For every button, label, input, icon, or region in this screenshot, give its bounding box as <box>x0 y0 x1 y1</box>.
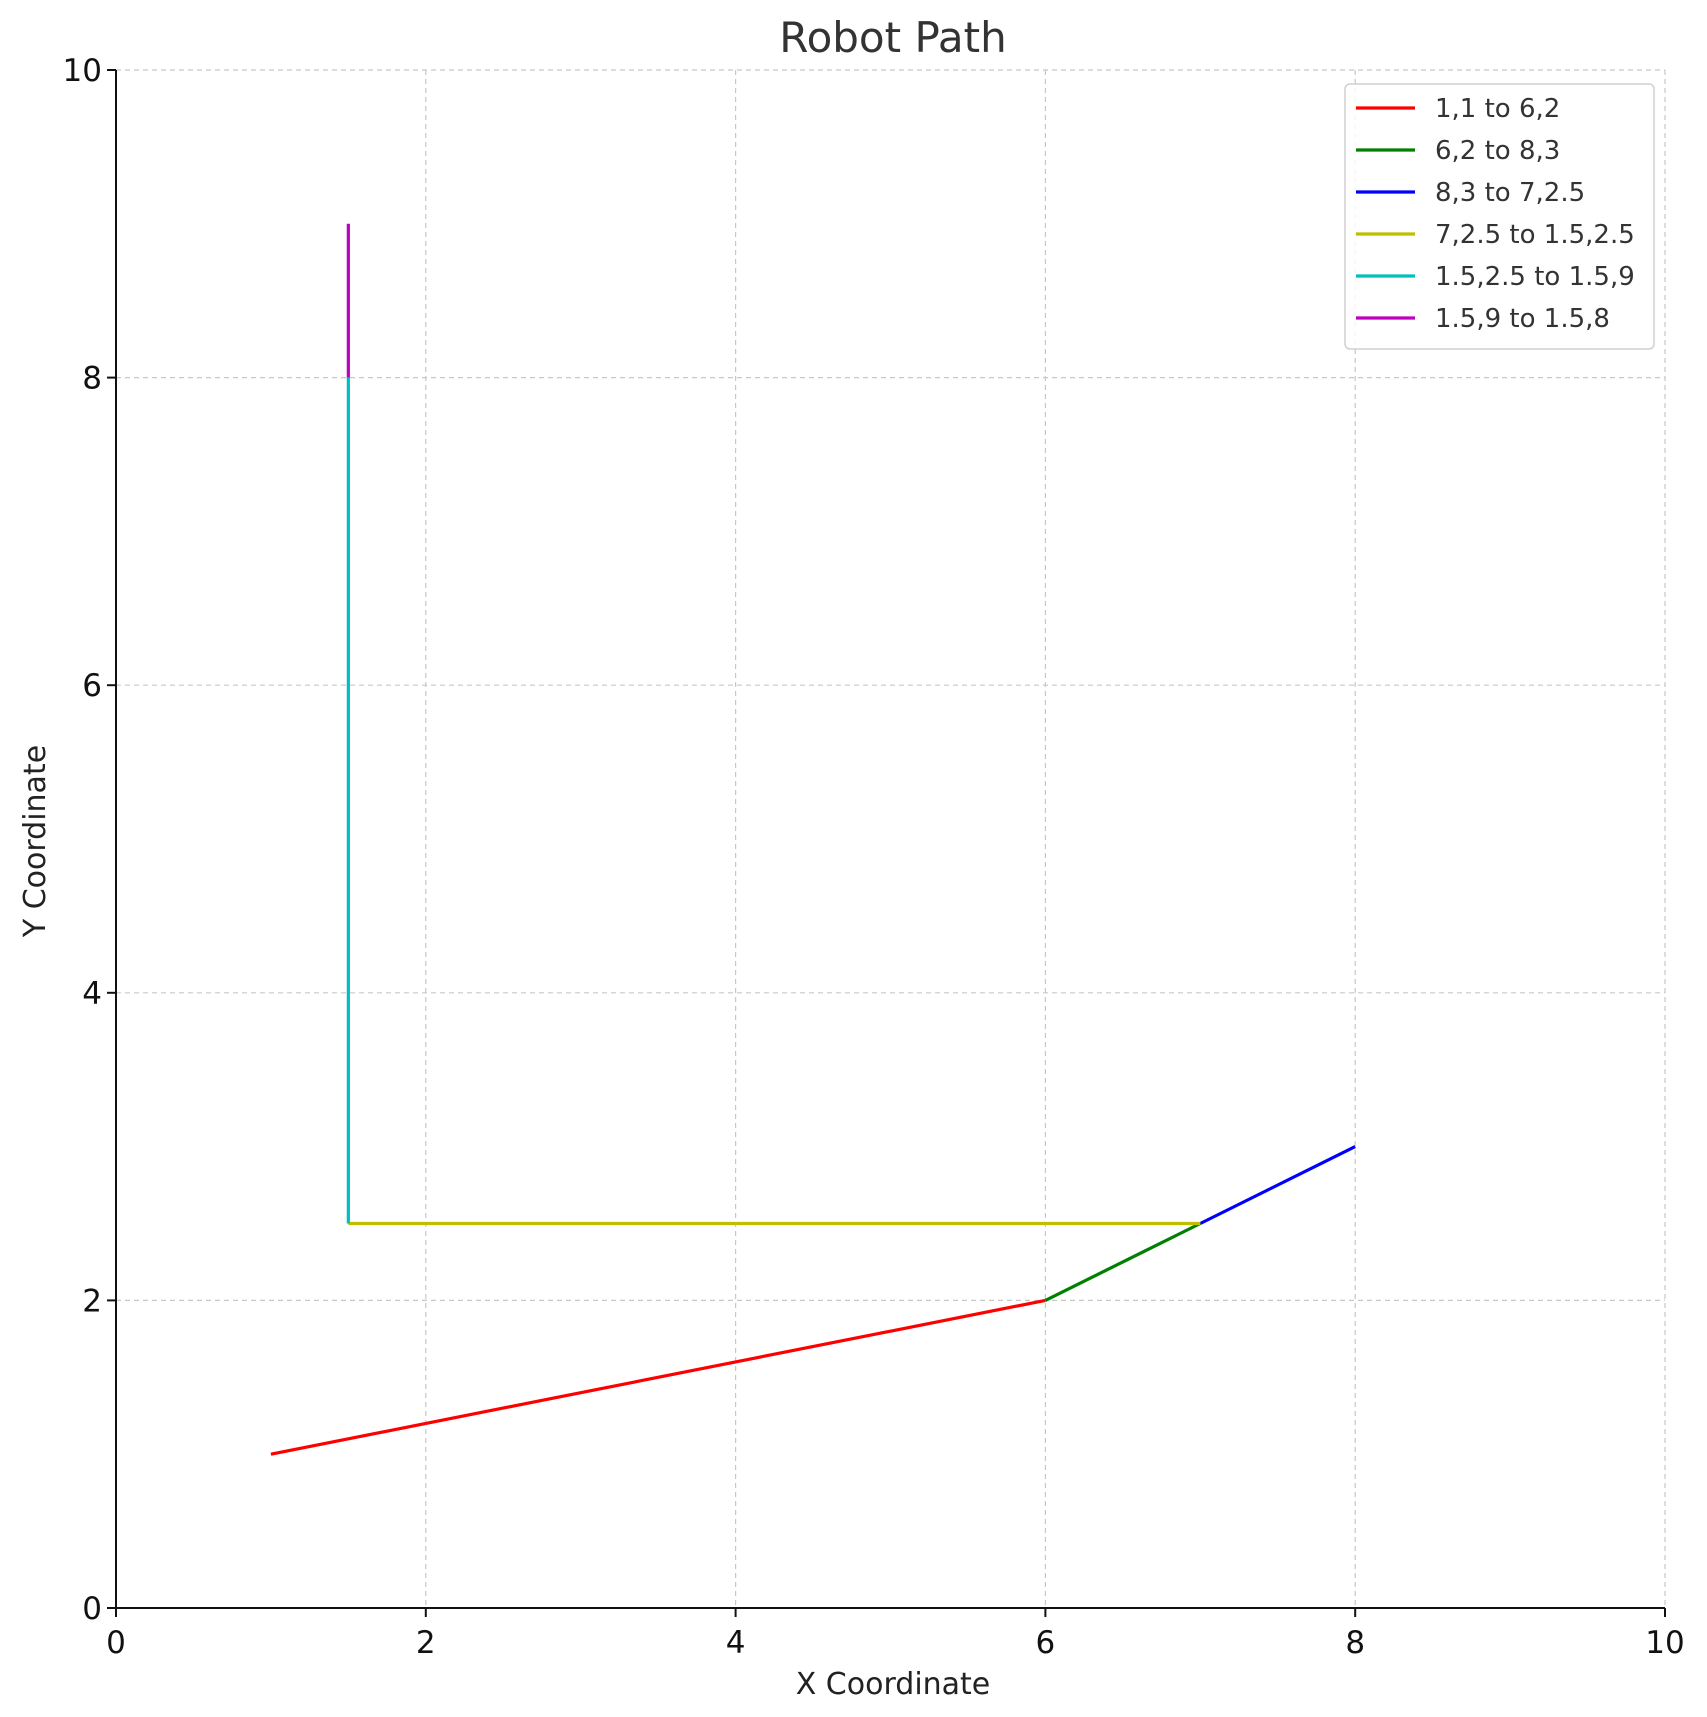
series-line <box>270 1298 1046 1456</box>
x-tick-label: 0 <box>106 1625 126 1661</box>
x-tick-label: 8 <box>1345 1625 1365 1661</box>
axes <box>107 69 1666 1617</box>
legend-label: 1.5,9 to 1.5,8 <box>1435 304 1610 334</box>
legend-label: 8,3 to 7,2.5 <box>1435 178 1585 208</box>
y-tick-label: 2 <box>82 1283 102 1319</box>
x-axis-label: X Coordinate <box>796 1667 991 1702</box>
legend-label: 7,2.5 to 1.5,2.5 <box>1435 220 1635 250</box>
y-axis-label: Y Coordinate <box>18 745 53 938</box>
y-tick-label: 6 <box>82 668 102 704</box>
y-tick-label: 10 <box>63 53 102 89</box>
x-tick-label: 4 <box>726 1625 746 1661</box>
tick-labels: 0 2 4 6 8 10 0 2 4 6 8 10 <box>63 53 1685 1661</box>
x-tick-label: 6 <box>1036 1625 1056 1661</box>
chart-title: Robot Path <box>779 13 1006 62</box>
legend-label: 1,1 to 6,2 <box>1435 94 1560 124</box>
y-tick-label: 4 <box>82 976 102 1012</box>
y-tick-label: 8 <box>82 361 102 397</box>
y-tick-label: 0 <box>82 1591 102 1627</box>
x-tick-label: 2 <box>416 1625 436 1661</box>
legend: 1,1 to 6,2 6,2 to 8,3 8,3 to 7,2.5 7,2.5 to… <box>1344 83 1655 350</box>
legend-label: 1.5,2.5 to 1.5,9 <box>1435 262 1635 292</box>
series-line <box>1044 1222 1202 1302</box>
legend-label: 6,2 to 8,3 <box>1435 136 1560 166</box>
x-tick-label: 10 <box>1645 1625 1684 1661</box>
series-lines <box>270 223 1356 1456</box>
legend-box <box>1344 83 1655 350</box>
series-line <box>1199 1145 1356 1225</box>
